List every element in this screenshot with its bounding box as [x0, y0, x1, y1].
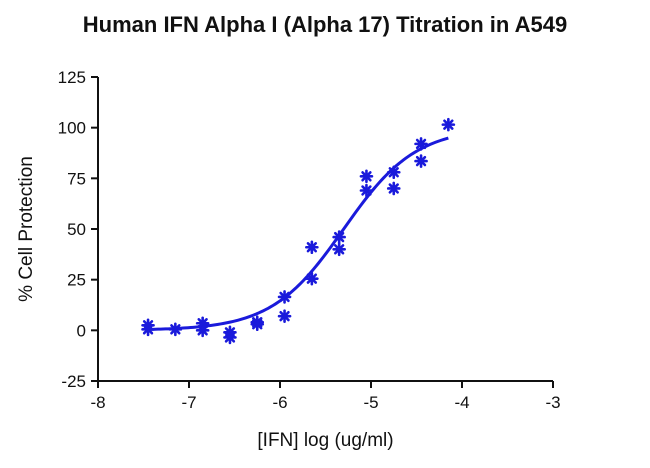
asterisk-stroke — [279, 310, 290, 322]
axes — [97, 77, 553, 382]
y-tick-label: 75 — [67, 169, 86, 188]
x-tick-label: -7 — [181, 393, 196, 412]
asterisk-stroke — [333, 231, 345, 243]
data-point — [195, 316, 210, 331]
x-tick-label: -6 — [272, 393, 287, 412]
x-tick-label: -4 — [454, 393, 469, 412]
data-point — [386, 165, 401, 180]
asterisk-stroke — [224, 332, 236, 343]
asterisk-stroke — [170, 324, 181, 335]
asterisk-stroke — [142, 320, 154, 331]
data-point — [441, 117, 456, 132]
data-point — [305, 240, 319, 255]
asterisk-stroke — [415, 155, 427, 167]
asterisk-stroke — [279, 291, 290, 303]
fit-curve — [148, 136, 449, 331]
y-tick-label: 25 — [67, 271, 86, 290]
chart-title: Human IFN Alpha I (Alpha 17) Titration i… — [82, 12, 568, 37]
asterisk-stroke — [306, 273, 318, 284]
y-tick-label: -25 — [61, 372, 86, 391]
data-point — [332, 242, 346, 257]
data-point — [359, 169, 374, 184]
data-point — [250, 315, 265, 330]
data-point — [141, 318, 155, 333]
tick-group: -8 -7 -6 -5 -4 -3 -25 0 25 50 75 100 125 — [58, 68, 561, 412]
asterisk-stroke — [333, 244, 345, 255]
asterisk-stroke — [443, 119, 454, 130]
asterisk-stroke — [361, 171, 372, 182]
x-axis-label: [IFN] log (ug/ml) — [257, 430, 393, 451]
data-point — [277, 309, 292, 323]
data-point — [277, 290, 292, 304]
data-point — [414, 137, 428, 151]
x-tick-label: -5 — [363, 393, 378, 412]
asterisk-stroke — [388, 167, 399, 178]
asterisk-stroke — [415, 138, 427, 150]
asterisk-stroke — [197, 325, 208, 336]
y-tick-label: 125 — [58, 68, 86, 87]
asterisk-stroke — [361, 185, 372, 196]
data-point — [332, 230, 346, 244]
x-tick-label: -8 — [90, 393, 105, 412]
asterisk-stroke — [197, 318, 208, 329]
y-tick-label: 0 — [77, 321, 86, 340]
data-point — [414, 154, 428, 168]
data-point — [359, 183, 374, 198]
data-point — [305, 271, 319, 286]
data-points — [141, 117, 456, 345]
asterisk-stroke — [252, 317, 263, 328]
y-tick-label: 50 — [67, 220, 86, 239]
data-point — [223, 330, 237, 345]
x-tick-label: -3 — [545, 393, 560, 412]
data-point — [386, 181, 401, 196]
asterisk-stroke — [388, 183, 399, 194]
y-axis-label: % Cell Protection — [16, 156, 37, 302]
asterisk-stroke — [306, 242, 318, 253]
data-point — [168, 322, 183, 337]
y-tick-label: 100 — [58, 119, 86, 138]
